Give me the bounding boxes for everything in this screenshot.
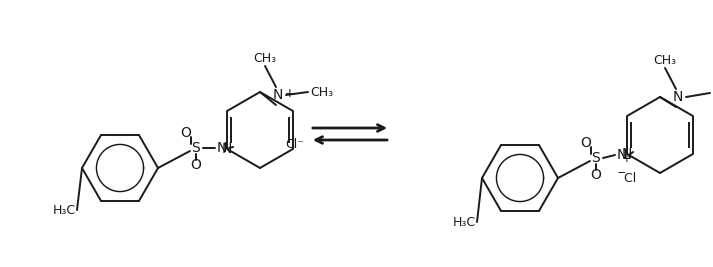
Text: H₃C: H₃C [53, 203, 76, 217]
Text: N: N [622, 147, 632, 161]
Text: CH₃: CH₃ [653, 53, 677, 66]
Text: N: N [673, 90, 683, 104]
Text: ̅Cl: ̅Cl [624, 171, 636, 184]
Text: N: N [273, 88, 283, 102]
Text: +: + [285, 87, 295, 100]
Text: N: N [617, 148, 627, 162]
Text: S: S [592, 151, 600, 165]
Text: S: S [192, 141, 200, 155]
Text: CH₃: CH₃ [253, 52, 277, 65]
Text: N: N [222, 142, 232, 156]
Text: +: + [622, 152, 632, 165]
Text: CH₃: CH₃ [712, 87, 713, 100]
Text: O: O [590, 168, 602, 182]
Text: N: N [217, 141, 227, 155]
Text: O: O [190, 158, 202, 172]
Text: H₃C: H₃C [453, 215, 476, 229]
Text: Cl⁻: Cl⁻ [286, 139, 304, 151]
Text: O: O [580, 136, 592, 150]
Text: CH₃: CH₃ [310, 85, 333, 99]
Text: O: O [180, 126, 191, 140]
